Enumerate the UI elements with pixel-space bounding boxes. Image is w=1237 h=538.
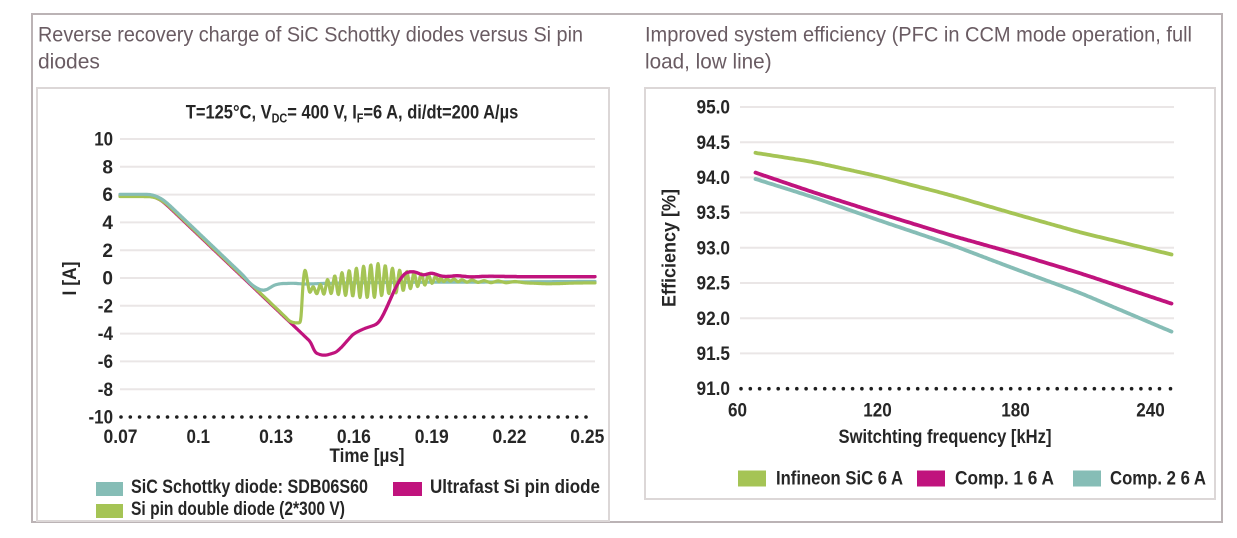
svg-text:-4: -4	[98, 324, 114, 345]
svg-text:4: 4	[102, 213, 113, 234]
svg-text:0.07: 0.07	[104, 427, 138, 448]
svg-text:10: 10	[94, 130, 113, 151]
svg-text:0.13: 0.13	[259, 427, 293, 448]
svg-text:-6: -6	[98, 352, 113, 373]
svg-text:91.0: 91.0	[697, 379, 731, 400]
svg-text:6: 6	[102, 185, 113, 206]
svg-text:Si pin double diode (2*300 V): Si pin double diode (2*300 V)	[131, 499, 345, 520]
svg-text:92.5: 92.5	[697, 274, 731, 295]
svg-text:92.0: 92.0	[697, 309, 731, 330]
svg-text:Ultrafast Si pin diode: Ultrafast Si pin diode	[430, 477, 600, 498]
svg-text:SiC Schottky diode: SDB06S60: SiC Schottky diode: SDB06S60	[131, 477, 368, 498]
svg-text:load, low line): load, low line)	[645, 50, 772, 73]
svg-text:diodes: diodes	[38, 50, 100, 73]
svg-text:Efficiency [%]: Efficiency [%]	[660, 189, 681, 307]
svg-text:-2: -2	[98, 296, 113, 317]
svg-text:Comp. 2 6 A: Comp. 2 6 A	[1110, 469, 1206, 490]
svg-text:60: 60	[728, 401, 747, 422]
svg-text:8: 8	[102, 157, 113, 178]
svg-text:95.0: 95.0	[697, 98, 731, 119]
svg-text:240: 240	[1136, 401, 1165, 422]
svg-text:Reverse recovery charge of SiC: Reverse recovery charge of SiC Schottky …	[38, 24, 583, 47]
svg-text:0: 0	[102, 269, 113, 290]
svg-text:Switchting frequency [kHz]: Switchting frequency [kHz]	[839, 427, 1052, 448]
svg-text:Improved system efficiency (PF: Improved system efficiency (PFC in CCM m…	[645, 24, 1192, 47]
svg-text:T=125°C, VDC= 400 V, IF=6 A, d: T=125°C, VDC= 400 V, IF=6 A, di/dt=200 A…	[186, 101, 519, 125]
svg-text:120: 120	[863, 401, 892, 422]
svg-text:0.22: 0.22	[493, 427, 527, 448]
svg-text:94.0: 94.0	[697, 168, 731, 189]
svg-text:91.5: 91.5	[697, 344, 731, 365]
svg-text:0.25: 0.25	[570, 427, 604, 448]
svg-text:-8: -8	[98, 380, 113, 401]
svg-text:I [A]: I [A]	[60, 262, 81, 296]
svg-text:94.5: 94.5	[697, 133, 731, 154]
svg-text:Infineon SiC 6 A: Infineon SiC 6 A	[776, 469, 903, 490]
svg-text:180: 180	[1001, 401, 1030, 422]
svg-text:0.19: 0.19	[415, 427, 449, 448]
svg-text:2: 2	[102, 241, 113, 262]
svg-text:93.5: 93.5	[697, 203, 731, 224]
svg-text:0.1: 0.1	[187, 427, 211, 448]
svg-text:0.16: 0.16	[337, 427, 371, 448]
svg-text:93.0: 93.0	[697, 238, 731, 259]
svg-text:Comp. 1 6 A: Comp. 1 6 A	[955, 469, 1054, 490]
svg-text:-10: -10	[89, 408, 114, 429]
svg-text:Time [µs]: Time [µs]	[330, 446, 405, 467]
